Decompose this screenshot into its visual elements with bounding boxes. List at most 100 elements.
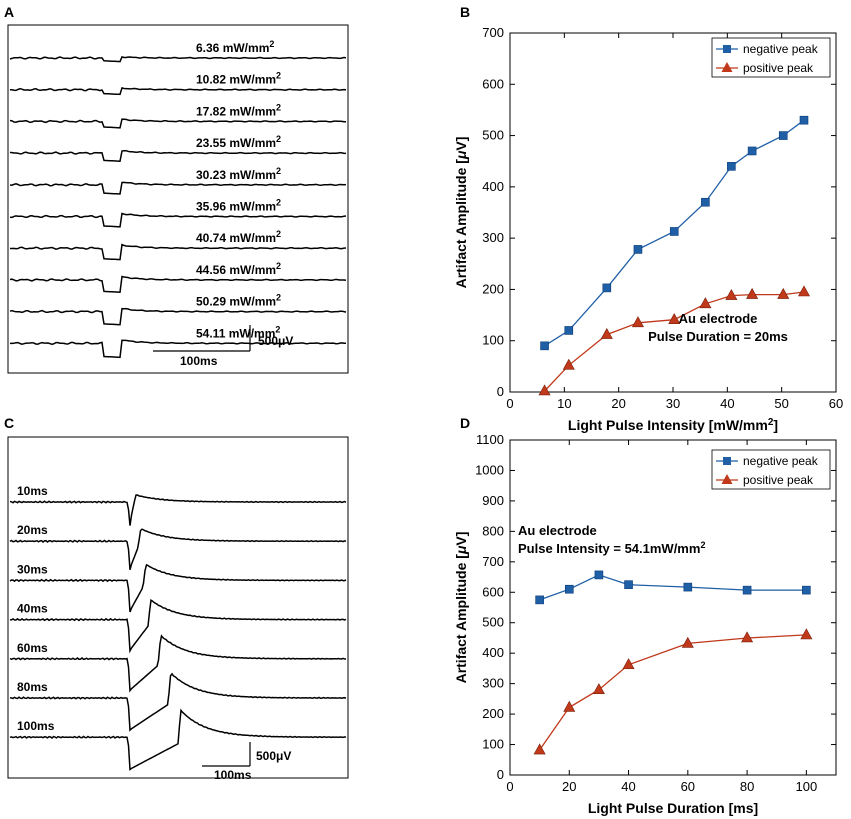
data-point-negative-peak (564, 584, 574, 594)
trace-a-label: 44.56 mW/mm2 (196, 261, 281, 277)
panel-a-frame (7, 24, 349, 374)
x-axis-label: Light Pulse Duration [ms] (588, 800, 758, 816)
y-tick-label: 400 (482, 179, 504, 194)
y-axis-label: Artifact Amplitude [μV] (453, 532, 469, 684)
y-tick-label: 300 (482, 676, 504, 691)
trace-a-3 (9, 149, 346, 162)
x-tick-label: 80 (740, 779, 754, 794)
data-point-negative-peak (535, 595, 544, 605)
annotation-text: Au electrode (679, 311, 758, 326)
trace-a-2 (9, 118, 347, 129)
x-tick-label: 60 (681, 779, 695, 794)
trace-a-label: 6.36 mW/mm2 (196, 39, 274, 55)
y-tick-label: 0 (497, 384, 504, 399)
annotation-text: Pulse Duration = 20ms (648, 329, 788, 344)
panel-a-scale-bar: 100ms 500μV (153, 325, 293, 368)
legend-label: negative peak (743, 42, 819, 56)
y-tick-label: 1000 (475, 462, 504, 477)
y-tick-label: 1100 (476, 432, 504, 447)
trace-a-9 (10, 339, 347, 359)
y-tick-label: 800 (482, 523, 504, 538)
x-tick-label: 50 (774, 396, 788, 411)
chart-d: 0 20 40 60 80 1000100200300400500600700800900… (453, 432, 837, 816)
trace-a-label: 54.11 mW/mm2 (196, 324, 280, 340)
chart-b: 0 10 20 30 40 50 600100200300400500600700Light… (453, 25, 843, 433)
y-tick-label: 0 (497, 767, 504, 782)
trace-a-label: 35.96 mW/mm2 (196, 198, 281, 214)
trace-a-4 (10, 181, 347, 195)
x-tick-label: 0 (506, 779, 513, 794)
plot-frame (509, 439, 837, 776)
y-tick-label: 200 (482, 706, 504, 721)
trace-c-label: 30ms (17, 562, 48, 576)
trace-c-4 (9, 634, 347, 693)
panel-letter-d: D (460, 415, 470, 431)
legend-label: negative peak (743, 454, 819, 468)
data-point-negative-peak (594, 570, 604, 580)
trace-c-0 (9, 494, 347, 526)
panel-letter-a: A (4, 4, 14, 20)
trace-c-5 (9, 672, 347, 732)
data-point-positive-peak (699, 297, 712, 309)
y-tick-label: 300 (482, 230, 504, 245)
data-point-negative-peak (669, 227, 679, 236)
x-tick-label: 60 (829, 396, 843, 411)
series-line-triangle (539, 634, 807, 751)
y-tick-label: 500 (482, 128, 504, 143)
series-line-square (544, 119, 805, 347)
trace-a-6 (10, 243, 347, 261)
data-point-positive-peak (741, 631, 754, 643)
y-tick-label: 700 (482, 554, 504, 569)
trace-a-8 (9, 307, 347, 326)
trace-c-label: 60ms (17, 641, 48, 655)
trace-c-label: 10ms (17, 484, 48, 498)
data-point-positive-peak (668, 313, 681, 324)
x-tick-label: 10 (557, 396, 571, 411)
data-point-negative-peak (727, 162, 736, 171)
trace-a-label: 40.74 mW/mm2 (196, 229, 281, 245)
trace-c-label: 20ms (17, 523, 48, 537)
panel-a-scale-time: 100ms (180, 354, 218, 368)
y-tick-label: 900 (482, 493, 504, 508)
trace-a-label: 17.82 mW/mm2 (196, 102, 281, 118)
trace-a-0 (9, 55, 347, 63)
legend-marker-square (723, 457, 731, 465)
data-point-positive-peak (681, 636, 694, 648)
x-tick-label: 40 (720, 396, 734, 411)
trace-c-2 (9, 563, 347, 613)
data-point-negative-peak (683, 582, 693, 592)
data-point-positive-peak (592, 683, 605, 695)
data-point-positive-peak (533, 743, 546, 755)
x-tick-label: 30 (666, 396, 680, 411)
data-point-negative-peak (564, 326, 574, 335)
x-tick-label: 40 (621, 779, 635, 794)
trace-c-label: 40ms (17, 602, 48, 616)
x-tick-label: 20 (611, 396, 625, 411)
trace-a-label: 23.55 mW/mm2 (196, 134, 281, 150)
y-tick-label: 600 (482, 76, 504, 91)
data-point-positive-peak (631, 316, 644, 328)
legend-label: positive peak (743, 61, 814, 75)
data-point-positive-peak (600, 327, 613, 339)
panel-c-scale-amp: 500μV (256, 749, 291, 763)
annotation-text: Pulse Intensity = 54.1mW/mm2 (518, 540, 705, 556)
data-point-positive-peak (800, 628, 813, 640)
x-tick-label: 0 (506, 396, 513, 411)
panel-a-traces: 6.36 mW/mm2 10.82 mW/mm2 17.82 mW/mm2 23.55… (7, 24, 349, 374)
panel-c-scale-bar: 100ms 500μV (202, 742, 291, 782)
data-point-negative-peak (799, 115, 809, 125)
legend-label: positive peak (743, 473, 814, 487)
series-line-triangle (544, 291, 805, 392)
y-axis-label: Artifact Amplitude [μV] (453, 137, 469, 289)
legend-marker-square (723, 45, 731, 53)
panel-a-scale-amp: 500μV (258, 334, 293, 348)
panel-c-scale-time: 100ms (214, 768, 252, 782)
y-tick-label: 100 (482, 333, 504, 348)
trace-a-label: 50.29 mW/mm2 (196, 293, 281, 309)
y-tick-label: 400 (482, 645, 504, 660)
data-point-positive-peak (777, 287, 790, 299)
annotation-text: Au electrode (518, 523, 597, 538)
trace-a-label: 30.23 mW/mm2 (196, 166, 281, 182)
trace-a-5 (9, 212, 347, 228)
